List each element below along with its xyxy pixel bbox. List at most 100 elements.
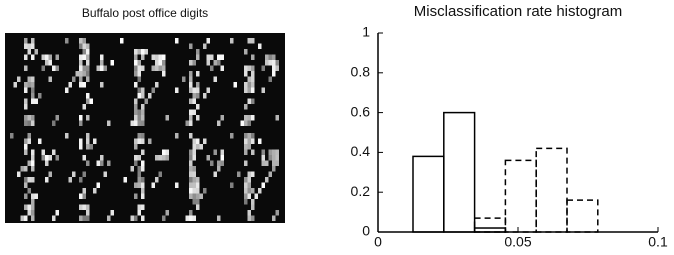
pixel bbox=[186, 216, 190, 222]
pixel bbox=[196, 177, 200, 183]
pixel bbox=[10, 133, 14, 139]
pixel bbox=[210, 161, 214, 167]
pixel bbox=[24, 66, 28, 72]
pixel bbox=[166, 150, 170, 156]
pixel bbox=[251, 55, 255, 61]
pixel bbox=[196, 49, 200, 55]
pixel bbox=[52, 216, 56, 222]
pixel bbox=[193, 199, 197, 205]
pixel bbox=[196, 88, 200, 94]
pixel bbox=[265, 60, 269, 66]
pixel bbox=[262, 66, 266, 72]
pixel bbox=[162, 155, 166, 161]
pixel bbox=[141, 110, 145, 116]
pixel bbox=[65, 88, 69, 94]
pixel bbox=[134, 115, 138, 121]
pixel bbox=[79, 77, 83, 83]
pixel bbox=[138, 49, 142, 55]
pixel bbox=[45, 155, 49, 161]
pixel bbox=[83, 38, 87, 44]
pixel bbox=[141, 216, 145, 222]
pixel bbox=[49, 77, 53, 83]
pixel bbox=[31, 99, 35, 105]
pixel bbox=[134, 110, 138, 116]
pixel bbox=[162, 71, 166, 77]
pixel bbox=[155, 177, 159, 183]
pixel bbox=[134, 71, 138, 77]
pixel bbox=[141, 121, 145, 127]
pixel bbox=[193, 188, 197, 194]
pixel bbox=[155, 82, 159, 88]
pixel bbox=[134, 194, 138, 200]
pixel bbox=[79, 144, 83, 150]
pixel bbox=[217, 121, 221, 127]
pixel bbox=[134, 121, 138, 127]
pixel bbox=[141, 115, 145, 121]
pixel bbox=[56, 66, 60, 72]
pixel bbox=[221, 155, 225, 161]
pixel bbox=[31, 166, 35, 172]
pixel bbox=[86, 115, 90, 121]
pixel bbox=[244, 115, 248, 121]
pixel bbox=[262, 155, 266, 161]
pixel bbox=[56, 115, 60, 121]
histogram-bar bbox=[475, 218, 506, 232]
pixel bbox=[265, 177, 269, 183]
pixel bbox=[248, 133, 252, 139]
pixel bbox=[138, 177, 142, 183]
pixel bbox=[138, 88, 142, 94]
x-tick-label: 0 bbox=[374, 234, 382, 250]
pixel bbox=[207, 155, 211, 161]
pixel bbox=[189, 210, 193, 216]
pixel bbox=[141, 188, 145, 194]
pixel bbox=[221, 150, 225, 156]
pixel bbox=[79, 60, 83, 66]
pixel bbox=[276, 115, 280, 121]
pixel bbox=[248, 188, 252, 194]
pixel bbox=[86, 210, 90, 216]
pixel bbox=[276, 66, 280, 72]
image-title: Buffalo post office digits bbox=[82, 6, 208, 20]
pixel bbox=[56, 155, 60, 161]
pixel bbox=[69, 177, 73, 183]
pixel bbox=[244, 71, 248, 77]
pixel bbox=[138, 77, 142, 83]
pixel bbox=[28, 44, 32, 50]
pixel bbox=[272, 216, 276, 222]
pixel bbox=[24, 82, 28, 88]
pixel bbox=[31, 93, 35, 99]
pixel bbox=[31, 44, 35, 50]
pixel bbox=[138, 155, 142, 161]
pixel bbox=[28, 210, 32, 216]
pixel bbox=[244, 144, 248, 150]
pixel bbox=[193, 216, 197, 222]
pixel bbox=[134, 82, 138, 88]
pixel bbox=[138, 210, 142, 216]
pixel bbox=[230, 38, 234, 44]
pixel bbox=[131, 121, 135, 127]
pixel bbox=[86, 133, 90, 139]
pixel bbox=[138, 110, 142, 116]
pixel bbox=[138, 121, 142, 127]
pixel bbox=[159, 172, 163, 178]
pixel bbox=[141, 205, 145, 211]
pixel bbox=[90, 99, 94, 105]
pixel bbox=[248, 77, 252, 83]
pixel bbox=[251, 172, 255, 178]
pixel bbox=[134, 104, 138, 110]
pixel bbox=[189, 110, 193, 116]
pixel bbox=[155, 155, 159, 161]
pixel bbox=[24, 183, 28, 189]
y-tick-label: 0.4 bbox=[351, 143, 371, 159]
pixel bbox=[193, 166, 197, 172]
pixel bbox=[24, 38, 28, 44]
pixel bbox=[31, 77, 35, 83]
pixel bbox=[251, 199, 255, 205]
pixel bbox=[196, 139, 200, 145]
pixel bbox=[42, 55, 46, 61]
pixel bbox=[28, 177, 32, 183]
pixel bbox=[138, 93, 142, 99]
pixel bbox=[83, 194, 87, 200]
pixel bbox=[141, 66, 145, 72]
pixel bbox=[244, 199, 248, 205]
